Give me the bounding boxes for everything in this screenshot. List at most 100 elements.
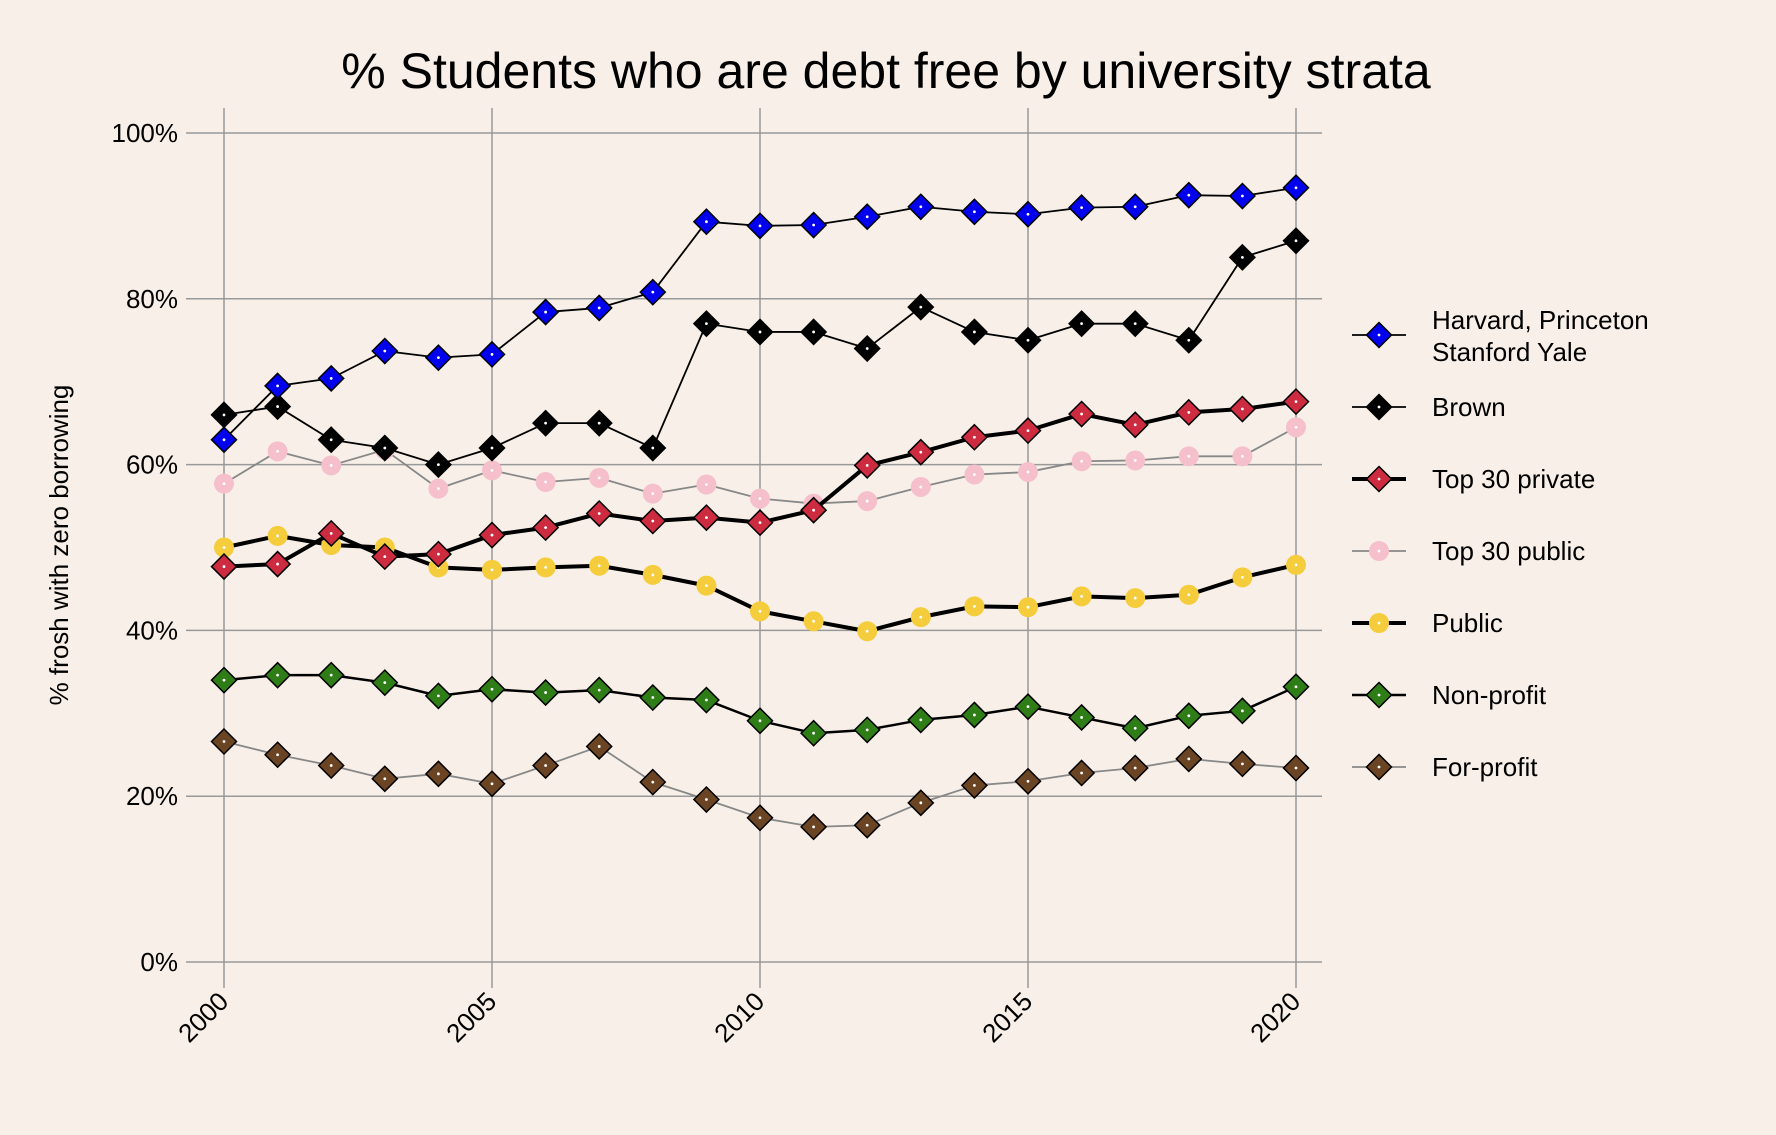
data-point-center-dot	[973, 604, 976, 608]
data-point-center-dot	[919, 305, 923, 309]
data-point-center-dot	[544, 421, 547, 425]
data-point-center-dot	[1241, 255, 1244, 259]
legend-label: Harvard, Princeton	[1432, 305, 1649, 335]
data-point-center-dot	[329, 532, 333, 535]
data-point-center-dot	[1294, 766, 1298, 770]
data-point-center-dot	[597, 688, 601, 692]
series-2	[210, 388, 1310, 581]
legend-label: Top 30 public	[1432, 536, 1585, 566]
data-point-center-dot	[705, 584, 708, 588]
series-0	[210, 174, 1310, 454]
data-point-center-dot	[276, 449, 279, 453]
y-tick-label: 20%	[126, 781, 178, 811]
data-point-center-dot	[758, 521, 762, 525]
data-point-center-dot	[437, 463, 440, 466]
data-point-center-dot	[1080, 206, 1083, 210]
data-point-center-dot	[651, 696, 655, 699]
x-tick-label: 2000	[172, 986, 234, 1048]
data-point-center-dot	[758, 816, 762, 820]
data-point-center-dot	[597, 306, 601, 310]
legend-marker-center-dot	[1377, 477, 1381, 481]
series-group	[210, 174, 1310, 841]
x-tick-label: 2020	[1244, 986, 1306, 1048]
data-point-center-dot	[1187, 454, 1191, 458]
data-point-center-dot	[1080, 595, 1083, 598]
data-point-center-dot	[222, 565, 226, 568]
data-point-center-dot	[1026, 212, 1030, 216]
data-point-center-dot	[1026, 605, 1030, 609]
data-point-center-dot	[1080, 716, 1083, 719]
data-point-center-dot	[1241, 709, 1244, 713]
data-point-center-dot	[812, 619, 815, 623]
legend-item: For-profit	[1352, 752, 1538, 782]
data-point-center-dot	[276, 562, 279, 566]
data-point-center-dot	[919, 205, 923, 209]
data-point-center-dot	[1133, 726, 1137, 730]
data-point-center-dot	[1133, 596, 1137, 600]
data-point-center-dot	[865, 823, 869, 827]
data-point-center-dot	[919, 485, 923, 489]
data-point-center-dot	[490, 352, 494, 356]
legend-item: Top 30 private	[1352, 464, 1595, 494]
y-axis-label: % frosh with zero borrowing	[44, 385, 74, 706]
data-point-center-dot	[544, 565, 547, 569]
data-point-center-dot	[973, 784, 976, 787]
data-point-center-dot	[758, 224, 762, 228]
data-point-center-dot	[383, 446, 387, 450]
data-point-center-dot	[919, 801, 923, 805]
data-point-center-dot	[919, 615, 923, 619]
series-6	[210, 727, 1310, 841]
data-point-center-dot	[437, 487, 440, 491]
data-point-center-dot	[329, 438, 333, 442]
data-point-center-dot	[1080, 771, 1083, 775]
data-point-center-dot	[490, 687, 494, 691]
data-point-center-dot	[758, 497, 762, 500]
data-point-center-dot	[222, 482, 226, 486]
data-point-center-dot	[812, 731, 815, 735]
x-tick-label: 2015	[976, 986, 1038, 1048]
data-point-center-dot	[973, 210, 976, 214]
data-point-center-dot	[651, 446, 655, 450]
data-point-center-dot	[544, 310, 547, 314]
data-point-center-dot	[490, 469, 494, 472]
data-point-center-dot	[865, 464, 869, 467]
data-point-center-dot	[1187, 714, 1191, 718]
legend-label: Non-profit	[1432, 680, 1547, 710]
data-point-center-dot	[865, 728, 869, 732]
series-1	[210, 227, 1310, 479]
x-tick-label: 2005	[440, 986, 502, 1048]
legend-label: Public	[1432, 608, 1503, 638]
legend-item: Public	[1352, 608, 1503, 638]
y-tick-label: 40%	[126, 615, 178, 645]
data-point-center-dot	[865, 499, 869, 503]
data-point-center-dot	[329, 464, 333, 467]
data-point-center-dot	[1294, 186, 1298, 190]
data-point-center-dot	[865, 629, 869, 633]
x-tick-label: 2010	[708, 986, 770, 1048]
data-point-center-dot	[437, 356, 440, 360]
legend-label: Stanford Yale	[1432, 337, 1587, 367]
data-point-center-dot	[544, 526, 547, 530]
data-point-center-dot	[1294, 685, 1298, 689]
data-point-center-dot	[1026, 705, 1030, 709]
data-point-center-dot	[812, 330, 815, 334]
data-point-center-dot	[1080, 459, 1083, 463]
data-point-center-dot	[544, 764, 547, 767]
data-point-center-dot	[597, 745, 601, 748]
data-point-center-dot	[651, 573, 655, 577]
data-point-center-dot	[329, 764, 333, 767]
data-point-center-dot	[1241, 407, 1244, 411]
data-point-center-dot	[973, 473, 976, 476]
data-point-center-dot	[490, 568, 494, 572]
data-point-center-dot	[597, 421, 601, 425]
legend-marker-center-dot	[1377, 333, 1381, 337]
data-point-center-dot	[1080, 412, 1083, 416]
y-tick-label: 80%	[126, 284, 178, 314]
data-point-center-dot	[973, 713, 976, 717]
data-point-center-dot	[705, 698, 708, 702]
data-point-center-dot	[222, 413, 226, 417]
data-point-center-dot	[651, 519, 655, 523]
data-point-center-dot	[597, 476, 601, 480]
data-point-center-dot	[705, 220, 708, 224]
